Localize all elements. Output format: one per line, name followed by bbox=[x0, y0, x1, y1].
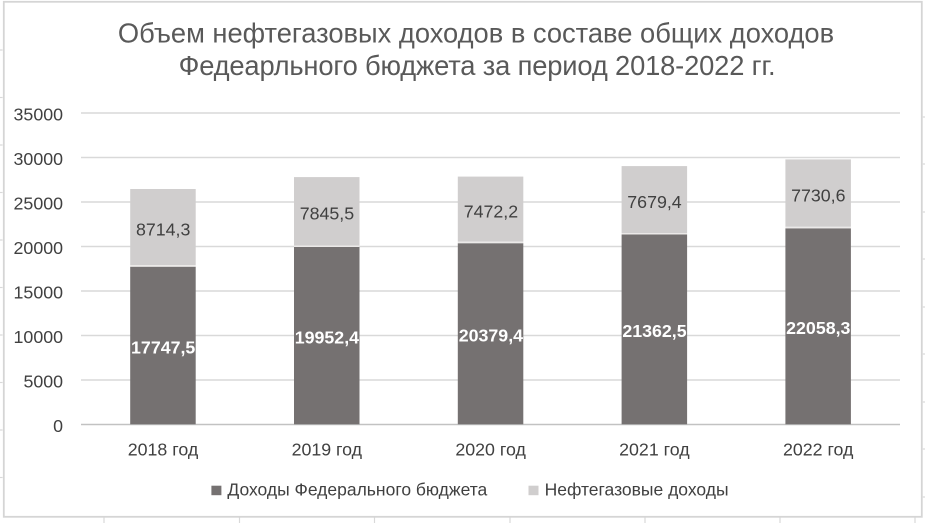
svg-text:2020 год: 2020 год bbox=[455, 440, 526, 460]
svg-text:7845,5: 7845,5 bbox=[300, 204, 354, 224]
svg-text:Объем нефтегазовых доходов в с: Объем нефтегазовых доходов в составе общ… bbox=[118, 18, 834, 49]
svg-text:5000: 5000 bbox=[23, 372, 63, 392]
svg-text:7472,2: 7472,2 bbox=[464, 202, 518, 222]
svg-text:Доходы Федерального бюджета: Доходы Федерального бюджета bbox=[227, 479, 487, 499]
svg-text:2019 год: 2019 год bbox=[292, 440, 363, 460]
svg-text:19952,4: 19952,4 bbox=[295, 327, 359, 347]
svg-text:2018 год: 2018 год bbox=[128, 440, 199, 460]
svg-text:17747,5: 17747,5 bbox=[131, 337, 195, 357]
svg-text:Федеарльного бюджета за период: Федеарльного бюджета за период 2018-2022… bbox=[179, 50, 776, 81]
svg-text:25000: 25000 bbox=[14, 194, 64, 214]
svg-text:20000: 20000 bbox=[14, 238, 64, 258]
svg-text:35000: 35000 bbox=[14, 105, 64, 125]
svg-text:10000: 10000 bbox=[14, 327, 64, 347]
svg-text:7679,4: 7679,4 bbox=[627, 192, 681, 212]
svg-text:2022 год: 2022 год bbox=[783, 440, 854, 460]
svg-text:8714,3: 8714,3 bbox=[136, 220, 190, 240]
svg-text:15000: 15000 bbox=[14, 283, 64, 303]
svg-text:0: 0 bbox=[53, 416, 63, 436]
svg-text:7730,6: 7730,6 bbox=[791, 186, 845, 206]
svg-text:21362,5: 21362,5 bbox=[622, 321, 686, 341]
svg-text:22058,3: 22058,3 bbox=[786, 318, 850, 338]
svg-text:30000: 30000 bbox=[14, 149, 64, 169]
svg-text:20379,4: 20379,4 bbox=[459, 326, 523, 346]
svg-text:Нефтегазовые доходы: Нефтегазовые доходы bbox=[545, 479, 729, 499]
svg-text:2021 год: 2021 год bbox=[619, 440, 690, 460]
